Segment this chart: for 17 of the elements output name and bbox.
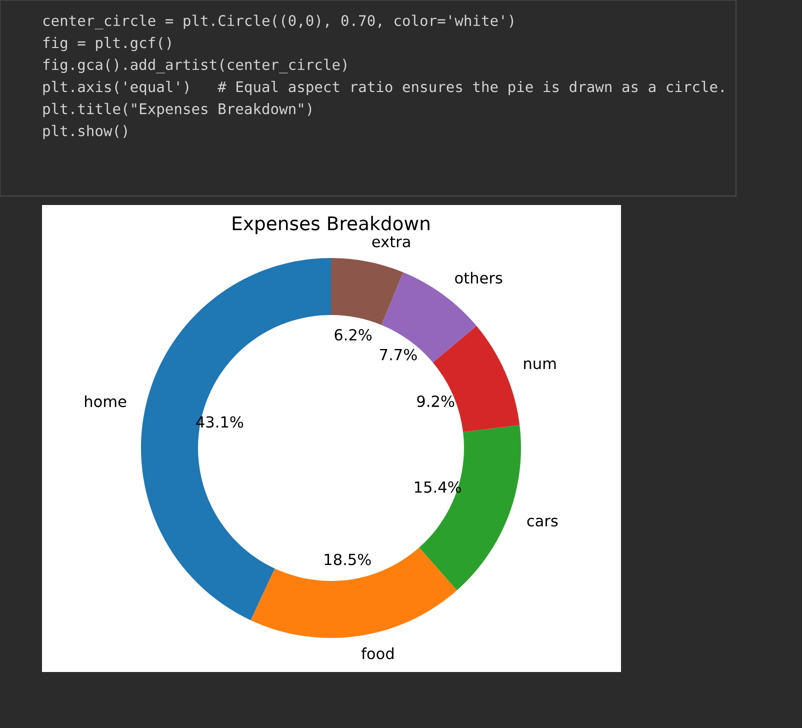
- slice-label: home: [85, 395, 126, 408]
- text: fig = plt.gcf(): [43, 36, 171, 52]
- data-label: 6.2%: [334, 329, 372, 341]
- data-label: 7.7%: [380, 348, 417, 360]
- slice-label: food: [361, 647, 394, 660]
- slice-label: others: [455, 272, 502, 284]
- slice-label: cars: [527, 518, 558, 527]
- data-label: 9.2%: [417, 395, 454, 408]
- slice-label: extra: [372, 236, 410, 248]
- text: plt.show(): [43, 124, 127, 140]
- text: center_circle = plt.Circle((0,0), 0.70, color='white'): [43, 14, 514, 30]
- chart-title: Expenses Breakdown: [232, 216, 430, 234]
- data-label: 18.5%: [324, 554, 371, 566]
- slice-label: num: [524, 360, 556, 370]
- text: fig.gca().add_artist(center_circle): [43, 58, 346, 74]
- text: plt.title("Expenses Breakdown"): [43, 102, 312, 118]
- text: plt.axis('equal') # Equal aspect ratio ensures the pie is drawn as a circle.: [43, 80, 724, 96]
